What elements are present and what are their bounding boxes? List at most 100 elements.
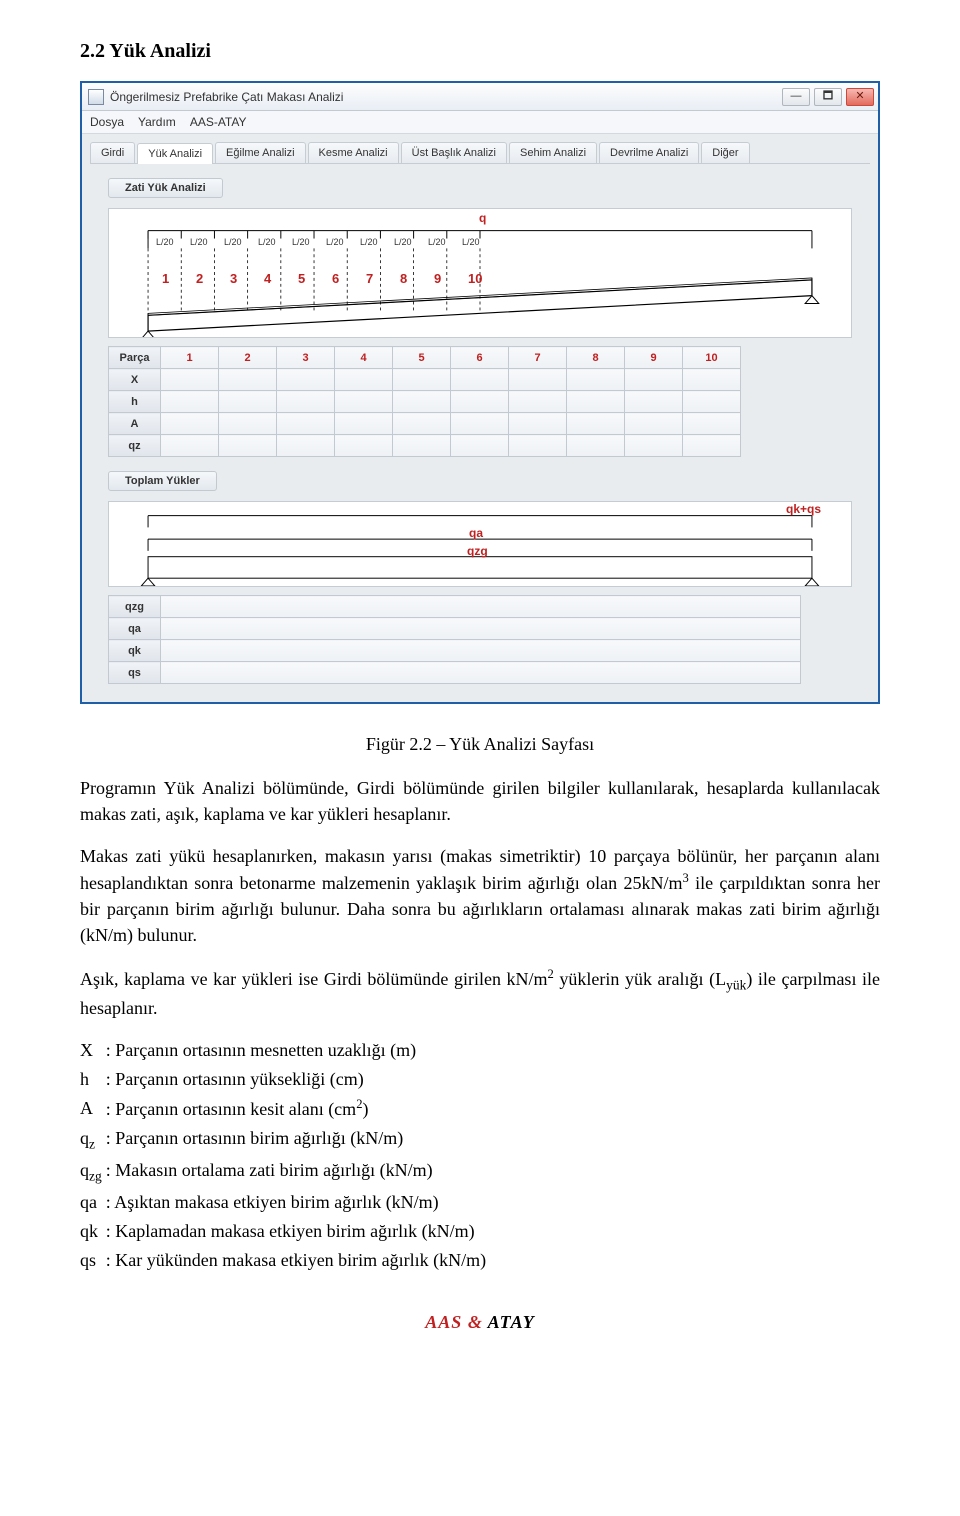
minimize-button[interactable]: — xyxy=(782,88,810,106)
val-qk xyxy=(161,640,801,662)
titlebar: Öngerilmesiz Prefabrike Çatı Makası Anal… xyxy=(82,83,878,111)
table1-cell xyxy=(277,391,335,413)
table1-row-parca: Parça xyxy=(109,347,161,369)
desc-qzg: : Makasın ortalama zati birim ağırlığı (… xyxy=(106,1157,490,1189)
desc-h: : Parçanın ortasının yüksekliği (cm) xyxy=(106,1066,490,1095)
table1-col-6: 6 xyxy=(451,347,509,369)
menu-aas-atay[interactable]: AAS-ATAY xyxy=(190,115,247,129)
seg-label: L/20 xyxy=(224,237,242,247)
footer-amp: & xyxy=(468,1312,483,1332)
table1-col-5: 5 xyxy=(393,347,451,369)
table1-cell xyxy=(335,413,393,435)
table1-cell xyxy=(161,413,219,435)
section-zati-yuk: Zati Yük Analizi xyxy=(108,178,223,198)
table1-cell xyxy=(509,369,567,391)
table1-cell xyxy=(277,413,335,435)
beam-diagram: q L/201L/202L/203L/204L/205L/206L/207L/2… xyxy=(108,208,852,338)
table1-cell xyxy=(277,435,335,457)
seg-num: 6 xyxy=(332,271,339,286)
app-icon xyxy=(88,89,104,105)
table1-col-4: 4 xyxy=(335,347,393,369)
maximize-button[interactable]: 🗖 xyxy=(814,88,842,106)
table1-cell xyxy=(335,369,393,391)
tab-egilme-analizi[interactable]: Eğilme Analizi xyxy=(215,142,305,163)
table1-cell xyxy=(393,369,451,391)
table1-row-h: h xyxy=(109,391,161,413)
sym-A: A xyxy=(80,1095,106,1125)
table1-cell xyxy=(683,435,741,457)
tab-sehim-analizi[interactable]: Sehim Analizi xyxy=(509,142,597,163)
sym-h: h xyxy=(80,1066,106,1095)
paragraph-3: Aşık, kaplama ve kar yükleri ise Girdi b… xyxy=(80,965,880,1021)
table1-cell xyxy=(567,369,625,391)
table1-cell xyxy=(335,435,393,457)
val-qa xyxy=(161,618,801,640)
seg-num: 1 xyxy=(162,271,169,286)
seg-label: L/20 xyxy=(462,237,480,247)
sym-qzg: qzg xyxy=(80,1157,106,1189)
table1-col-7: 7 xyxy=(509,347,567,369)
table1-cell xyxy=(219,435,277,457)
row-qa: qa xyxy=(109,618,161,640)
diagram2-mid-label: qa xyxy=(469,526,483,540)
table1-col-9: 9 xyxy=(625,347,683,369)
tab-kesme-analizi[interactable]: Kesme Analizi xyxy=(308,142,399,163)
sym-qa: qa xyxy=(80,1189,106,1218)
close-button[interactable]: ✕ xyxy=(846,88,874,106)
table1-cell xyxy=(683,391,741,413)
table1-cell xyxy=(335,391,393,413)
tab-devrilme-analizi[interactable]: Devrilme Analizi xyxy=(599,142,699,163)
seg-num: 7 xyxy=(366,271,373,286)
table1-cell xyxy=(683,413,741,435)
tab-girdi[interactable]: Girdi xyxy=(90,142,135,163)
table1-cell xyxy=(161,435,219,457)
table1-cell xyxy=(509,413,567,435)
app-window: Öngerilmesiz Prefabrike Çatı Makası Anal… xyxy=(80,81,880,704)
table1-col-8: 8 xyxy=(567,347,625,369)
table1-cell xyxy=(509,435,567,457)
table1-cell xyxy=(161,391,219,413)
window-controls: — 🗖 ✕ xyxy=(782,88,874,106)
section-title: 2.2 Yük Analizi xyxy=(80,40,880,63)
seg-label: L/20 xyxy=(428,237,446,247)
tab-ust-baslik-analizi[interactable]: Üst Başlık Analizi xyxy=(401,142,507,163)
definitions-table: X: Parçanın ortasının mesnetten uzaklığı… xyxy=(80,1037,490,1276)
table1-row-qz: qz xyxy=(109,435,161,457)
table1-cell xyxy=(625,413,683,435)
table1-col-1: 1 xyxy=(161,347,219,369)
seg-label: L/20 xyxy=(156,237,174,247)
seg-num: 10 xyxy=(468,271,482,286)
table1-col-10: 10 xyxy=(683,347,741,369)
table1-col-3: 3 xyxy=(277,347,335,369)
footer-logo: AAS & ATAY xyxy=(80,1312,880,1333)
table1-cell xyxy=(625,369,683,391)
sym-qk: qk xyxy=(80,1218,106,1247)
footer-aas: AAS xyxy=(425,1312,462,1332)
table1-col-2: 2 xyxy=(219,347,277,369)
tab-yuk-analizi[interactable]: Yük Analizi xyxy=(137,143,213,164)
menu-dosya[interactable]: Dosya xyxy=(90,115,124,129)
table1-cell xyxy=(451,435,509,457)
sym-X: X xyxy=(80,1037,106,1066)
diagram2-top-label: qk+qs xyxy=(786,502,821,516)
footer-atay: ATAY xyxy=(488,1312,535,1332)
toplam-yukler-table: qzg qa qk qs xyxy=(108,595,801,684)
desc-A: : Parçanın ortasının kesit alanı (cm2) xyxy=(106,1095,490,1125)
diagram2-bot-label: qzg xyxy=(467,544,488,558)
parca-table: Parça12345678910 X h A qz xyxy=(108,346,741,457)
menu-yardim[interactable]: Yardım xyxy=(138,115,176,129)
table1-cell xyxy=(393,413,451,435)
table1-cell xyxy=(567,435,625,457)
paragraph-2: Makas zati yükü hesaplanırken, makasın y… xyxy=(80,843,880,948)
table1-cell xyxy=(451,413,509,435)
tab-diger[interactable]: Diğer xyxy=(701,142,749,163)
paragraph-3a: Aşık, kaplama ve kar yükleri ise Girdi b… xyxy=(80,969,548,989)
diagram-q-label: q xyxy=(479,211,486,225)
sym-qs: qs xyxy=(80,1247,106,1276)
seg-num: 2 xyxy=(196,271,203,286)
table1-cell xyxy=(451,369,509,391)
table1-cell xyxy=(567,413,625,435)
desc-qs: : Kar yükünden makasa etkiyen birim ağır… xyxy=(106,1247,490,1276)
table1-cell xyxy=(219,369,277,391)
val-qs xyxy=(161,662,801,684)
